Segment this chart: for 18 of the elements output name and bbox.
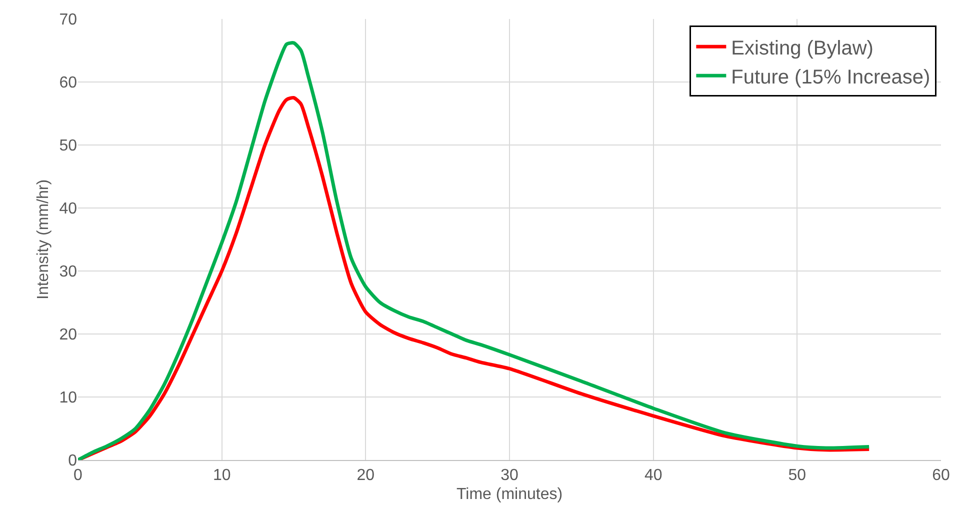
legend-label: Existing (Bylaw) bbox=[731, 37, 874, 60]
y-tick-label: 20 bbox=[59, 326, 78, 344]
y-tick-label: 50 bbox=[59, 138, 78, 155]
y-tick-label: 0 bbox=[68, 452, 78, 470]
x-tick-label: 60 bbox=[932, 467, 950, 484]
y-axis-title: Intensity (mm/hr) bbox=[35, 179, 52, 300]
x-axis-title: Time (minutes) bbox=[456, 486, 563, 503]
x-tick-label: 40 bbox=[644, 467, 662, 484]
x-tick-label: 30 bbox=[500, 467, 518, 484]
y-tick-label: 40 bbox=[59, 200, 78, 218]
y-tick-label: 30 bbox=[59, 264, 78, 281]
legend-label: Future (15% Increase) bbox=[731, 66, 930, 88]
x-tick-label: 50 bbox=[788, 467, 806, 484]
x-tick-label: 10 bbox=[212, 467, 231, 484]
x-tick-label: 20 bbox=[356, 467, 375, 484]
y-tick-label: 70 bbox=[59, 12, 78, 29]
y-tick-label: 60 bbox=[59, 74, 78, 92]
y-tick-label: 10 bbox=[59, 390, 78, 407]
